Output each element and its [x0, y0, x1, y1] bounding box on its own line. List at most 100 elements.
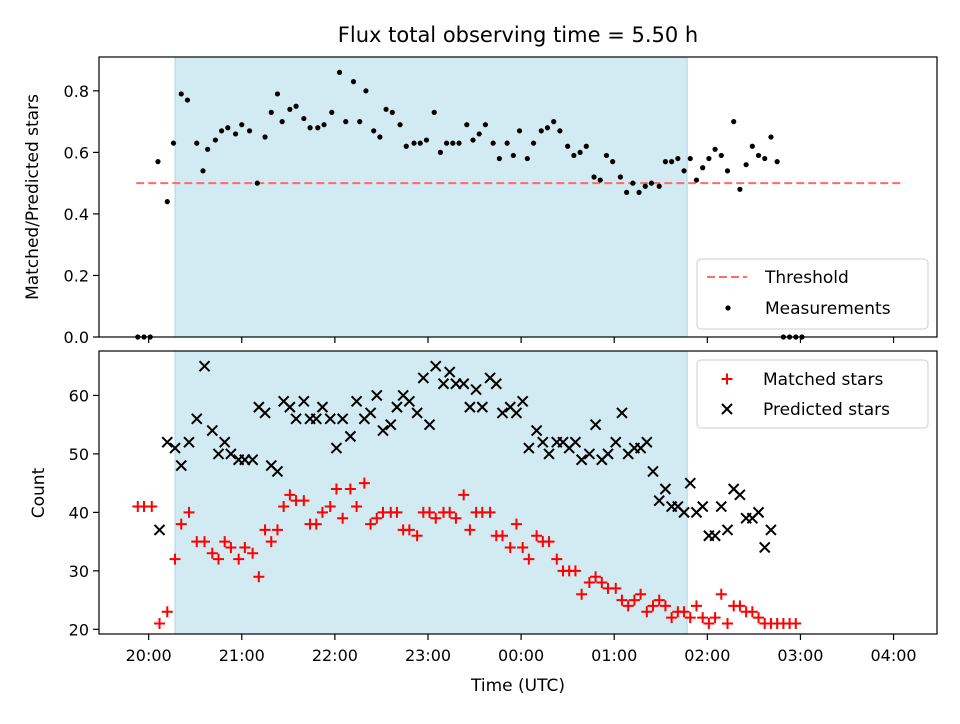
predicted-point [385, 418, 397, 431]
matched-point [199, 536, 211, 548]
measurement-point [687, 155, 693, 162]
x-tick-label: 23:00 [405, 646, 451, 665]
matched-point [504, 541, 516, 553]
measurement-point [718, 152, 724, 159]
top-y-tick-label: 0.6 [64, 143, 89, 162]
measurement-point [164, 199, 170, 205]
bottom-x-axis: 20:00 21:00 22:00 23:00 00:00 01:00 02:00 03:00… [126, 634, 917, 665]
predicted-point [583, 448, 596, 460]
matched-point [391, 506, 403, 518]
matched-point [206, 547, 218, 559]
measurement-point [624, 189, 630, 195]
predicted-point [464, 401, 476, 413]
predicted-point [271, 465, 284, 478]
measurement-point [530, 140, 537, 146]
predicted-point [734, 489, 746, 501]
matched-point [358, 477, 370, 489]
matched-point [458, 489, 470, 501]
predicted-point [403, 395, 416, 407]
matched-point [678, 606, 690, 618]
predicted-point [715, 500, 728, 513]
legend-predicted-swatch [721, 403, 733, 415]
matched-point [265, 536, 277, 548]
predicted-point [602, 448, 614, 460]
matched-point [365, 518, 377, 530]
measurement-point [444, 140, 450, 146]
predicted-point [259, 407, 271, 419]
matched-point [324, 501, 336, 513]
matched-point [253, 571, 265, 583]
matched-point [543, 536, 555, 548]
legend-matched-label: Matched stars [763, 370, 883, 390]
measurement-point [383, 106, 389, 112]
predicted-point [470, 383, 482, 396]
matched-point [790, 617, 802, 629]
x-tick-label: 02:00 [684, 646, 730, 665]
predicted-point [371, 389, 383, 402]
top-y-tick-label: 0.2 [64, 266, 89, 285]
measurement-point [205, 146, 211, 152]
matched-point [659, 600, 671, 612]
x-tick-label: 03:00 [777, 646, 823, 665]
measurement-point [403, 143, 409, 149]
matched-point [444, 506, 456, 518]
measurement-point [423, 137, 430, 143]
matched-point [596, 577, 608, 589]
measurement-point [274, 91, 281, 97]
predicted-point [225, 448, 237, 460]
top-legend: Threshold Measurements [696, 258, 929, 330]
matched-point [464, 524, 476, 536]
predicted-point [589, 418, 602, 431]
measurement-point [437, 149, 444, 155]
bottom-y-axis-label: Count [29, 467, 49, 518]
measurement-point [762, 155, 768, 162]
bottom-y-axis: 20 30 40 50 60 [69, 386, 99, 639]
measurement-point [212, 137, 218, 143]
matched-point [411, 530, 423, 542]
predicted-point [490, 378, 502, 390]
measurement-point [178, 91, 184, 97]
measurement-point [706, 155, 712, 162]
measurement-point [287, 106, 293, 112]
measurement-point [755, 152, 762, 159]
predicted-point [284, 401, 296, 413]
measurement-point [246, 128, 253, 134]
bottom-y-tick-label: 60 [69, 386, 89, 405]
matched-point [666, 612, 678, 624]
predicted-point [198, 360, 211, 372]
matched-point [212, 553, 224, 565]
matched-point [628, 594, 640, 606]
matched-point [647, 600, 659, 612]
bottom-legend: Matched stars Predicted stars [696, 359, 929, 429]
measurement-point [693, 177, 700, 183]
measurement-point [301, 115, 307, 122]
measurement-point [170, 140, 177, 146]
measurement-point [239, 122, 245, 128]
predicted-point [569, 436, 582, 448]
x-tick-label: 20:00 [126, 646, 172, 665]
measurement-point [254, 180, 260, 186]
top-y-tick-label: 0.4 [64, 205, 89, 224]
top-x-ticks [148, 337, 895, 343]
predicted-point [543, 448, 555, 460]
predicted-point [191, 413, 203, 425]
matched-point [259, 524, 271, 536]
measurement-point [724, 168, 731, 174]
measurement-point [343, 119, 349, 125]
matched-point [653, 594, 665, 606]
matched-point [523, 553, 535, 565]
bottom-y-tick-label: 40 [69, 503, 89, 522]
measurement-point [636, 189, 642, 195]
measurement-point [450, 140, 456, 146]
predicted-point [169, 442, 181, 454]
figure-title: Flux total observing time = 5.50 h [338, 23, 698, 47]
matched-point [225, 541, 237, 553]
predicted-point [476, 401, 489, 413]
legend-threshold-label: Threshold [764, 268, 849, 288]
predicted-point [765, 524, 777, 536]
matched-point [154, 617, 166, 629]
matched-point [247, 547, 259, 559]
measurement-point [737, 186, 743, 192]
predicted-point [610, 436, 622, 448]
